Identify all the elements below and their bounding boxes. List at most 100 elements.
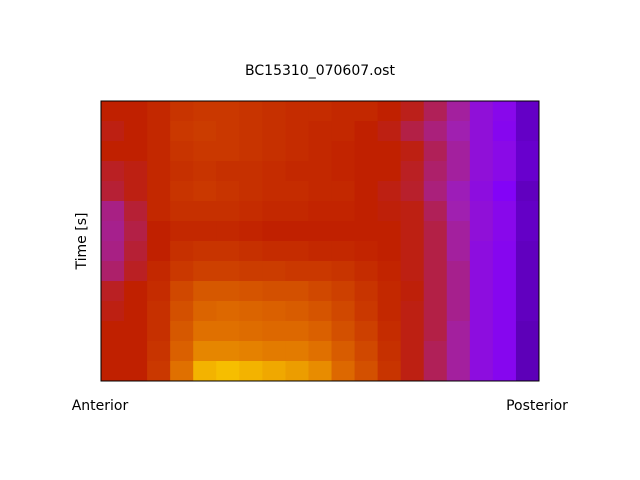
- cell: [354, 341, 379, 362]
- cell: [262, 301, 286, 322]
- cell: [308, 181, 333, 202]
- cell: [101, 321, 125, 342]
- cell: [423, 321, 448, 342]
- cell: [400, 141, 425, 162]
- cell: [262, 141, 286, 162]
- cell: [124, 341, 148, 362]
- cell: [492, 121, 517, 142]
- cell: [239, 121, 263, 142]
- cell: [101, 361, 125, 382]
- cell: [101, 241, 125, 262]
- cell: [515, 281, 540, 302]
- cell: [147, 241, 171, 262]
- cell: [377, 121, 402, 142]
- cell: [515, 101, 540, 122]
- y-axis-label: Time [s]: [74, 213, 90, 271]
- cell: [147, 141, 171, 162]
- cell: [331, 101, 356, 122]
- cell: [492, 141, 517, 162]
- cell: [147, 341, 171, 362]
- cell: [515, 141, 540, 162]
- cell: [492, 281, 517, 302]
- cell: [193, 141, 217, 162]
- cell: [216, 181, 240, 202]
- cell: [170, 341, 194, 362]
- cell: [124, 321, 148, 342]
- cell: [377, 281, 402, 302]
- cell: [308, 141, 333, 162]
- cell: [101, 101, 125, 122]
- cell: [423, 261, 448, 282]
- cell: [216, 261, 240, 282]
- heatmap: [101, 101, 540, 382]
- cell: [239, 141, 263, 162]
- cell: [285, 221, 309, 242]
- cell: [285, 161, 309, 182]
- cell: [354, 181, 379, 202]
- cell: [124, 221, 148, 242]
- cell: [377, 301, 402, 322]
- cell: [285, 121, 309, 142]
- cell: [492, 241, 517, 262]
- cell: [331, 361, 356, 382]
- cell: [400, 361, 425, 382]
- cell: [469, 181, 494, 202]
- cell: [354, 281, 379, 302]
- cell: [308, 361, 333, 382]
- cell: [193, 281, 217, 302]
- cell: [331, 161, 356, 182]
- cell: [469, 361, 494, 382]
- cell: [308, 341, 333, 362]
- cell: [147, 201, 171, 222]
- cell: [331, 241, 356, 262]
- cell: [170, 141, 194, 162]
- cell: [147, 221, 171, 242]
- cell: [423, 241, 448, 262]
- cell: [423, 201, 448, 222]
- cell: [262, 341, 286, 362]
- cell: [377, 201, 402, 222]
- cell: [354, 201, 379, 222]
- cell: [492, 261, 517, 282]
- cell: [331, 281, 356, 302]
- cell: [492, 221, 517, 242]
- cell: [147, 161, 171, 182]
- cell: [285, 341, 309, 362]
- cell: [331, 181, 356, 202]
- cell: [193, 101, 217, 122]
- cell: [216, 241, 240, 262]
- cell: [170, 181, 194, 202]
- cell: [262, 221, 286, 242]
- cell: [469, 201, 494, 222]
- cell: [147, 361, 171, 382]
- cell: [469, 281, 494, 302]
- cell: [216, 301, 240, 322]
- cell: [492, 361, 517, 382]
- cell: [262, 241, 286, 262]
- cell: [331, 221, 356, 242]
- cell: [446, 201, 471, 222]
- cell: [239, 101, 263, 122]
- cell: [147, 181, 171, 202]
- cell: [515, 241, 540, 262]
- cell: [469, 261, 494, 282]
- cell: [170, 361, 194, 382]
- cell: [469, 341, 494, 362]
- cell: [216, 341, 240, 362]
- cell: [515, 261, 540, 282]
- cell: [400, 121, 425, 142]
- cell: [308, 261, 333, 282]
- cell: [193, 121, 217, 142]
- cell: [308, 201, 333, 222]
- cell: [423, 141, 448, 162]
- cell: [469, 161, 494, 182]
- cell: [216, 141, 240, 162]
- cell: [331, 261, 356, 282]
- cell: [492, 161, 517, 182]
- cell: [400, 341, 425, 362]
- cell: [354, 141, 379, 162]
- cell: [446, 141, 471, 162]
- cell: [354, 301, 379, 322]
- cell: [423, 161, 448, 182]
- cell: [262, 201, 286, 222]
